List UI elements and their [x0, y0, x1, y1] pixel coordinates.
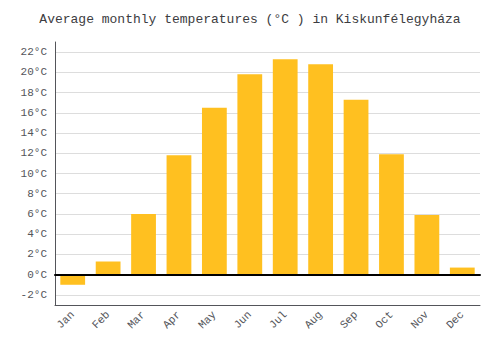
svg-text:Average monthly temperatures (: Average monthly temperatures (°C ) in Ki… [39, 12, 460, 27]
svg-text:2°C: 2°C [27, 248, 47, 260]
svg-text:Sep: Sep [338, 309, 360, 331]
svg-text:20°C: 20°C [21, 66, 48, 78]
svg-text:22°C: 22°C [21, 46, 48, 58]
svg-text:6°C: 6°C [27, 208, 47, 220]
svg-text:8°C: 8°C [27, 188, 47, 200]
svg-text:10°C: 10°C [21, 168, 48, 180]
svg-text:Mar: Mar [125, 309, 147, 331]
svg-text:4°C: 4°C [27, 228, 47, 240]
svg-text:Feb: Feb [90, 309, 112, 331]
svg-text:Dec: Dec [444, 309, 466, 331]
svg-text:May: May [196, 308, 219, 331]
svg-text:18°C: 18°C [21, 87, 48, 99]
svg-text:Jun: Jun [232, 309, 254, 331]
svg-text:Aug: Aug [302, 309, 324, 331]
svg-text:-2°C: -2°C [21, 289, 48, 301]
svg-text:Nov: Nov [409, 308, 432, 331]
svg-text:Jul: Jul [267, 309, 289, 331]
svg-text:16°C: 16°C [21, 107, 48, 119]
svg-text:0°C: 0°C [27, 269, 47, 281]
svg-text:Apr: Apr [161, 309, 183, 331]
svg-text:14°C: 14°C [21, 127, 48, 139]
svg-text:Oct: Oct [373, 309, 395, 331]
svg-text:Jan: Jan [54, 309, 76, 331]
svg-text:12°C: 12°C [21, 147, 48, 159]
